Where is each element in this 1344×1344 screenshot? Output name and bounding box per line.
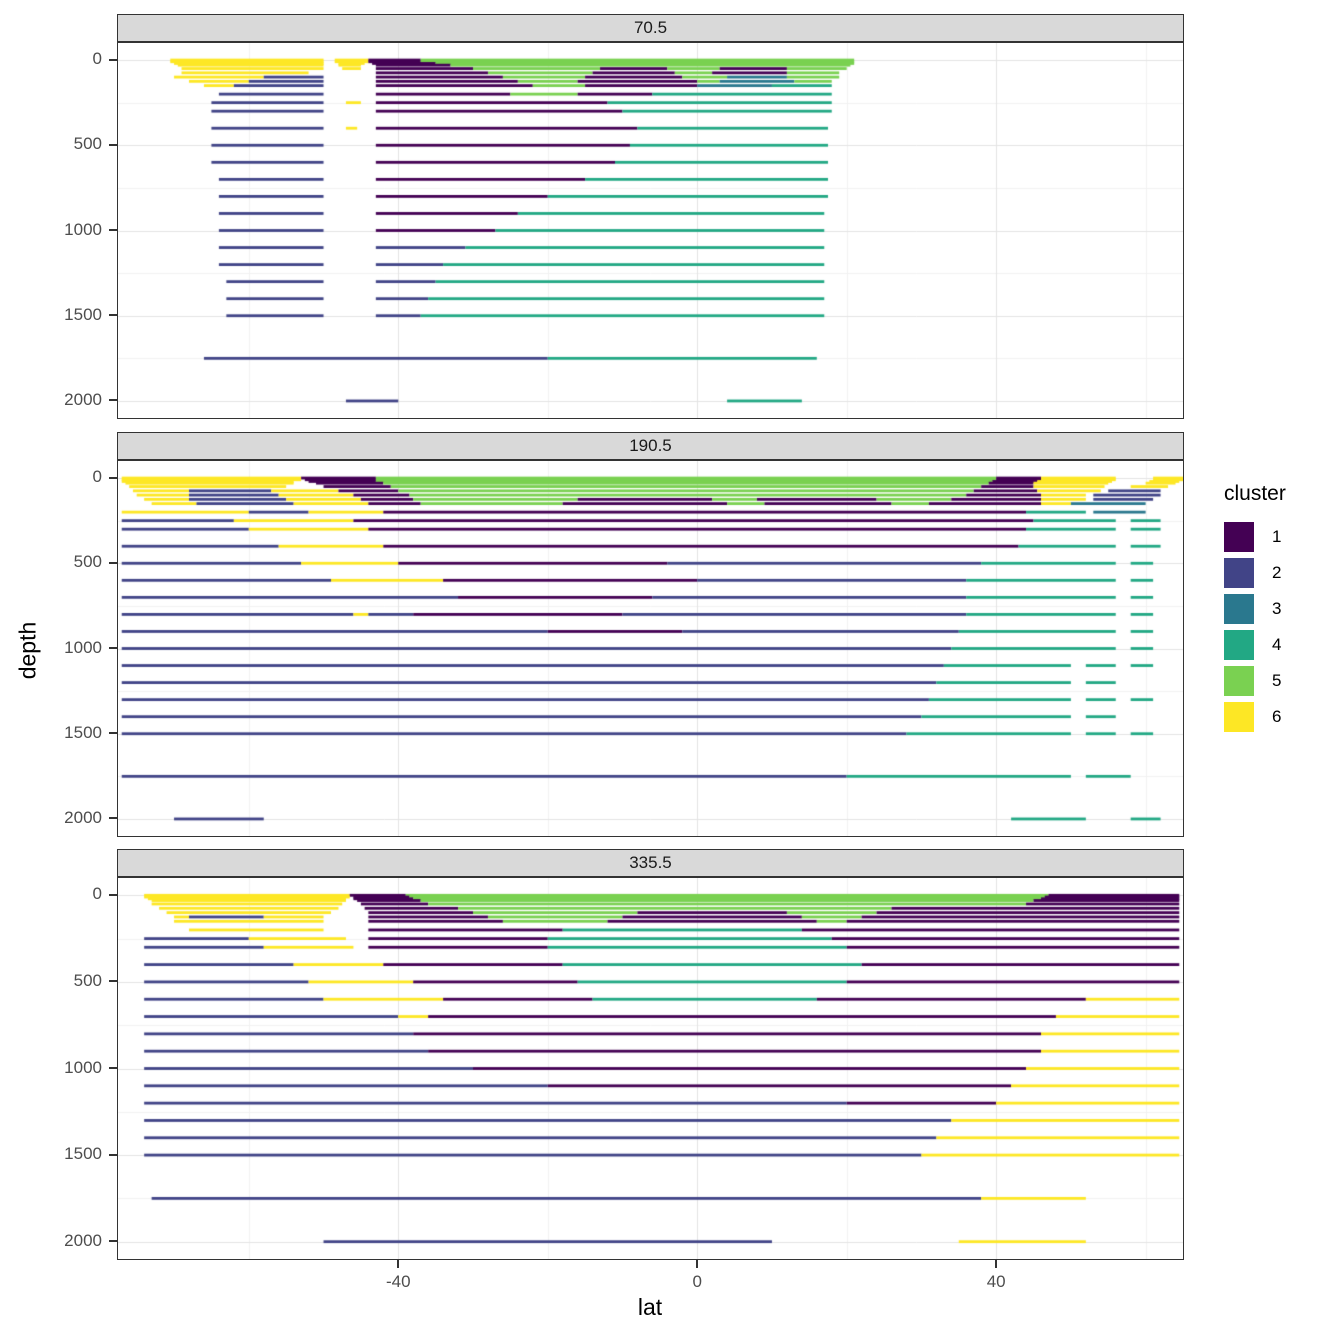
legend-key-swatch	[1224, 594, 1254, 624]
y-tick-label: 2000	[64, 1230, 102, 1250]
legend-key-swatch	[1224, 702, 1254, 732]
x-tick	[995, 1260, 998, 1268]
y-tick-label: 1000	[64, 1057, 102, 1077]
y-tick	[109, 893, 117, 896]
y-tick	[109, 1067, 117, 1069]
y-tick	[109, 732, 117, 735]
legend-key-swatch	[1224, 522, 1254, 552]
facet-strip: 335.5	[117, 849, 1184, 877]
facet-strip-label: 190.5	[629, 436, 672, 455]
y-tick	[109, 1153, 117, 1156]
facet-strip: 70.5	[117, 14, 1184, 42]
panel-plot-area	[117, 460, 1184, 837]
x-tick	[696, 1260, 699, 1268]
y-tick-label: 1500	[64, 722, 102, 742]
y-tick-label: 2000	[64, 389, 102, 409]
legend-key-label: 1	[1272, 527, 1282, 546]
y-tick-label: 1500	[64, 1144, 102, 1164]
y-tick	[109, 314, 117, 317]
y-tick-label: 2000	[64, 807, 102, 827]
facet-strip-label: 335.5	[629, 853, 672, 872]
legend-item-cluster-5: 5	[1224, 666, 1344, 696]
legend-key-label: 5	[1272, 671, 1282, 690]
y-tick	[109, 1240, 117, 1243]
legend-key-swatch	[1224, 630, 1254, 660]
facet-strip: 190.5	[117, 432, 1184, 460]
legend-key-swatch	[1224, 558, 1254, 588]
legend-item-cluster-2: 2	[1224, 558, 1344, 588]
legend-key-label: 4	[1272, 635, 1282, 654]
y-tick-label: 0	[92, 49, 102, 69]
legend-key-label: 6	[1272, 707, 1282, 726]
legend: cluster 1 2 3 4 5 6	[1224, 482, 1344, 738]
y-tick-label: 500	[73, 134, 102, 154]
y-tick-label: 0	[92, 884, 102, 904]
y-tick	[109, 399, 117, 402]
y-tick	[109, 561, 117, 564]
facet-strip-label: 70.5	[633, 18, 668, 37]
y-tick-label: 1500	[64, 304, 102, 324]
x-tick-label: 0	[692, 1272, 702, 1291]
y-tick	[109, 229, 117, 231]
y-tick-label: 500	[73, 970, 102, 990]
x-tick	[397, 1260, 400, 1268]
y-tick-label: 0	[92, 467, 102, 487]
x-axis-title: lat	[637, 1294, 663, 1320]
legend-title: cluster	[1224, 482, 1286, 505]
y-tick	[109, 143, 117, 146]
legend-key-label: 2	[1272, 563, 1282, 582]
panel-canvas	[118, 43, 1183, 418]
y-tick-label: 500	[73, 552, 102, 572]
legend-item-cluster-4: 4	[1224, 630, 1344, 660]
panel-plot-area	[117, 42, 1184, 419]
legend-key-swatch	[1224, 666, 1254, 696]
x-tick-label: 40	[986, 1272, 1006, 1291]
y-tick	[109, 647, 117, 649]
legend-item-cluster-6: 6	[1224, 702, 1344, 732]
y-tick-label: 1000	[64, 637, 102, 657]
y-tick	[109, 980, 117, 983]
y-tick	[109, 476, 117, 479]
legend-key-label: 3	[1272, 599, 1282, 618]
legend-item-cluster-3: 3	[1224, 594, 1344, 624]
panel-canvas	[118, 878, 1183, 1259]
legend-items: 1 2 3 4 5 6	[1224, 522, 1344, 732]
x-tick-label: -40	[385, 1272, 411, 1291]
panel-plot-area	[117, 877, 1184, 1260]
y-tick-label: 1000	[64, 219, 102, 239]
y-tick	[109, 817, 117, 820]
legend-item-cluster-1: 1	[1224, 522, 1344, 552]
panel-canvas	[118, 461, 1183, 836]
y-tick	[109, 58, 117, 61]
